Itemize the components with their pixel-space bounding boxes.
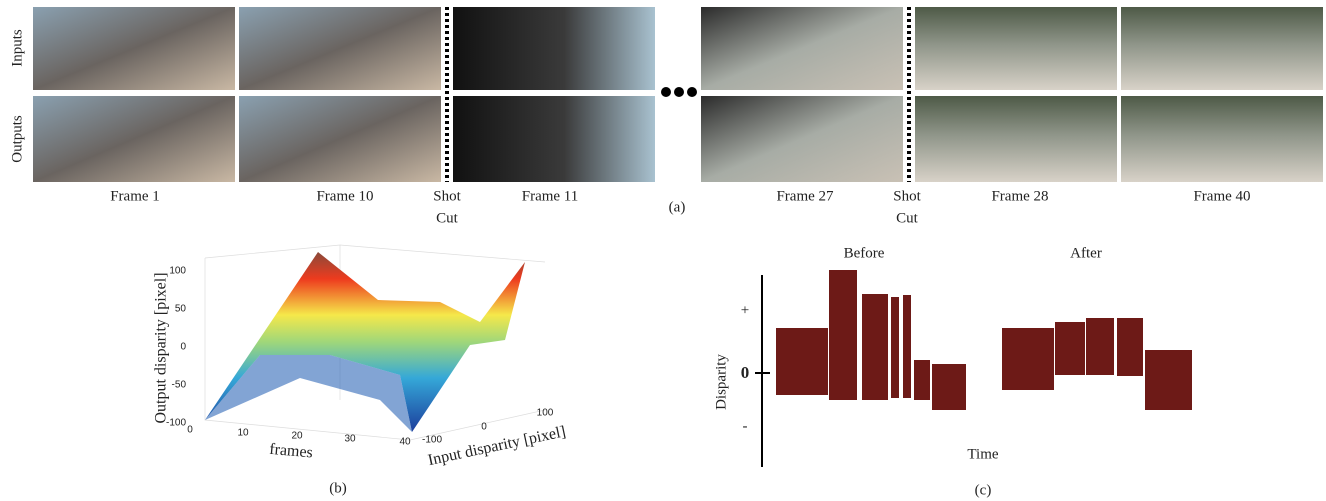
frame-image: [1121, 96, 1323, 182]
frame-image: [701, 7, 903, 90]
x-tick-label: 0: [187, 425, 193, 436]
shot-bar: [891, 297, 899, 398]
frame-image: [33, 7, 235, 90]
shot-cut-label: Shot: [893, 188, 921, 204]
z-tick-label: 0: [180, 342, 186, 353]
x-tick-label: 20: [291, 431, 303, 442]
frame-label: Frame 10: [316, 188, 373, 204]
subplot-title: Before: [844, 245, 885, 261]
x-tick-label: 40: [399, 437, 411, 448]
z-tick-label: -50: [172, 380, 187, 391]
z-tick-label: 50: [175, 304, 187, 315]
shot-cut-label: Cut: [896, 210, 919, 226]
x-tick-label: 30: [344, 434, 356, 445]
shot-bar: [1086, 318, 1114, 375]
disparity-sign: 0: [741, 363, 750, 382]
frame-image: [1121, 7, 1323, 90]
y-tick-label: 0: [481, 422, 487, 433]
shot-cut-label: Cut: [436, 210, 459, 226]
panel-label: (a): [669, 199, 686, 215]
subplot-title: After: [1070, 245, 1102, 261]
frame-image: [33, 96, 235, 182]
row-label: Outputs: [9, 115, 25, 163]
surface: [205, 252, 525, 432]
row-label: Inputs: [9, 29, 25, 67]
z-tick-label: 100: [169, 266, 186, 277]
frame-label: Frame 40: [1193, 188, 1250, 204]
surface-patch: [205, 252, 525, 432]
frame-image: [701, 96, 903, 182]
disparity-sign: +: [741, 302, 749, 318]
frame-image: [239, 96, 441, 182]
x-tick-label: 10: [237, 428, 249, 439]
y-axis-label: Input disparity [pixel]: [426, 423, 567, 469]
shot-bar: [1055, 322, 1085, 375]
y-axis-label: Disparity: [713, 354, 729, 410]
frame-label: Frame 27: [776, 188, 834, 204]
panel-label: (b): [329, 480, 347, 496]
axis-box: [205, 245, 545, 262]
figure: Inputs Outputs Frame 1 Frame 10 Frame 11…: [0, 0, 1326, 501]
shot-bar: [1117, 318, 1143, 376]
shot-bar: [829, 270, 857, 400]
frame-label: Frame 11: [522, 188, 579, 204]
page: Inputs Outputs Frame 1 Frame 10 Frame 11…: [0, 0, 1326, 501]
frame-image: [453, 96, 655, 182]
ellipsis-dot: [674, 87, 684, 97]
x-axis-label: frames: [269, 441, 314, 462]
shot-cut-label: Shot: [433, 188, 461, 204]
shot-bar: [776, 328, 828, 395]
shot-bar: [903, 295, 911, 398]
x-axis-label: Time: [967, 446, 998, 462]
frame-image: [915, 7, 1117, 90]
shot-bar: [1002, 328, 1054, 390]
shot-bar: [932, 364, 966, 410]
y-tick-label: 100: [537, 408, 554, 419]
shot-bar: [1145, 350, 1192, 410]
shot-bar: [914, 360, 930, 400]
ellipsis-dot: [661, 87, 671, 97]
z-axis-label: Output disparity [pixel]: [153, 272, 170, 423]
shot-bar: [862, 294, 888, 400]
y-tick-label: -100: [422, 435, 442, 446]
frame-label: Frame 28: [991, 188, 1048, 204]
disparity-bars: [776, 270, 1192, 410]
frame-label: Frame 1: [110, 188, 160, 204]
disparity-sign: -: [743, 418, 748, 434]
frame-image: [915, 96, 1117, 182]
ellipsis-dot: [687, 87, 697, 97]
frame-image: [453, 7, 655, 90]
frame-image: [239, 7, 441, 90]
frames: [33, 7, 1323, 182]
panel-label: (c): [975, 482, 992, 498]
